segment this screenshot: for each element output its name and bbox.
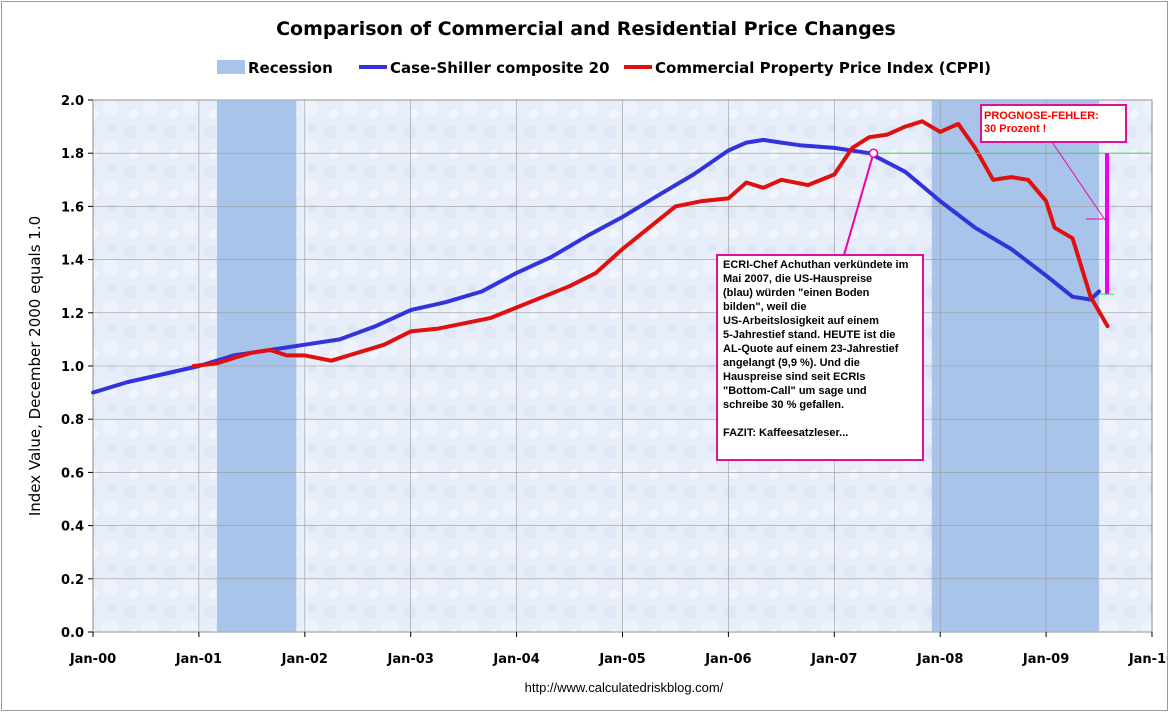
ecri-note-line: FAZIT: Kaffeesatzleser... <box>723 427 848 439</box>
ecri-note-box <box>716 254 924 461</box>
x-tick-label: Jan-07 <box>810 652 857 667</box>
forecast-error-box <box>980 104 1127 143</box>
y-tick-label: 0.8 <box>61 413 84 428</box>
y-axis-label: Index Value, December 2000 equals 1.0 <box>26 216 44 516</box>
y-axis: 0.0 0.2 0.4 0.6 0.8 1.0 1.2 1.4 1.6 1.8 2.0 <box>61 94 93 641</box>
ecri-note-line: bilden", weil die <box>723 301 806 313</box>
ecri-note-line: 5-Jahrestief stand. HEUTE ist die <box>723 329 895 341</box>
call-pointer-line <box>843 152 875 256</box>
y-tick-label: 2.0 <box>61 94 84 109</box>
legend-case-shiller-label: Case-Shiller composite 20 <box>390 59 610 77</box>
ecri-note-line: schreibe 30 % gefallen. <box>723 399 844 411</box>
ecri-note-line: Hauspreise sind seit ECRIs <box>723 371 865 383</box>
ecri-note-line: "Bottom-Call" um sage und <box>723 385 867 397</box>
y-tick-label: 1.0 <box>61 360 84 375</box>
legend-cppi-label: Commercial Property Price Index (CPPI) <box>655 59 991 77</box>
annotations: ECRI-Chef Achuthan verkündete im Mai 2007… <box>716 104 1150 461</box>
ecri-note-line: ECRI-Chef Achuthan verkündete im <box>723 259 909 271</box>
legend-recession-label: Recession <box>248 59 333 77</box>
forecast-error-line: PROGNOSE-FEHLER: <box>984 110 1099 122</box>
forecast-pointer-line <box>1051 141 1106 221</box>
x-tick-label: Jan-01 <box>175 652 222 667</box>
y-tick-label: 1.2 <box>61 307 84 322</box>
x-tick-label: Jan-05 <box>598 652 645 667</box>
case-shiller-line <box>91 137 1101 395</box>
series-lines <box>91 119 1110 395</box>
y-tick-label: 1.4 <box>61 254 84 269</box>
ecri-note-line: US-Arbeitslosigkeit auf einem <box>723 315 879 327</box>
chart-title: Comparison of Commercial and Residential… <box>276 18 896 40</box>
x-tick-label: Jan-02 <box>281 652 328 667</box>
x-tick-label: Jan-03 <box>387 652 434 667</box>
legend-recession-swatch <box>217 60 245 74</box>
x-tick-label: Jan-06 <box>704 652 751 667</box>
cppi-line <box>191 119 1110 368</box>
source-url: http://www.calculatedriskblog.com/ <box>525 680 724 695</box>
x-tick-label: Jan-09 <box>1022 652 1069 667</box>
y-tick-label: 1.8 <box>61 147 84 162</box>
y-tick-label: 0.4 <box>61 520 84 535</box>
ecri-note-line: Mai 2007, die US-Hauspreise <box>723 273 872 285</box>
x-tick-label: Jan-10 <box>1128 652 1167 667</box>
y-tick-label: 0.0 <box>61 626 84 641</box>
x-axis: Jan-00 Jan-01 Jan-02 Jan-03 Jan-04 Jan-05 Jan-… <box>69 632 1167 667</box>
call-point-marker <box>868 148 879 158</box>
y-tick-label: 0.6 <box>61 466 84 481</box>
y-tick-label: 0.2 <box>61 573 84 588</box>
ecri-note-line: (blau) würden "einen Boden <box>723 287 870 299</box>
x-tick-label: Jan-04 <box>492 652 539 667</box>
x-tick-label: Jan-00 <box>69 652 116 667</box>
forecast-error-line: 30 Prozent ! <box>984 123 1046 135</box>
x-tick-label: Jan-08 <box>916 652 963 667</box>
ecri-note-line: AL-Quote auf einem 23-Jahrestief <box>723 343 899 355</box>
y-tick-label: 1.6 <box>61 200 84 215</box>
ecri-note-line: angelangt (9,9 %). Und die <box>723 357 860 369</box>
